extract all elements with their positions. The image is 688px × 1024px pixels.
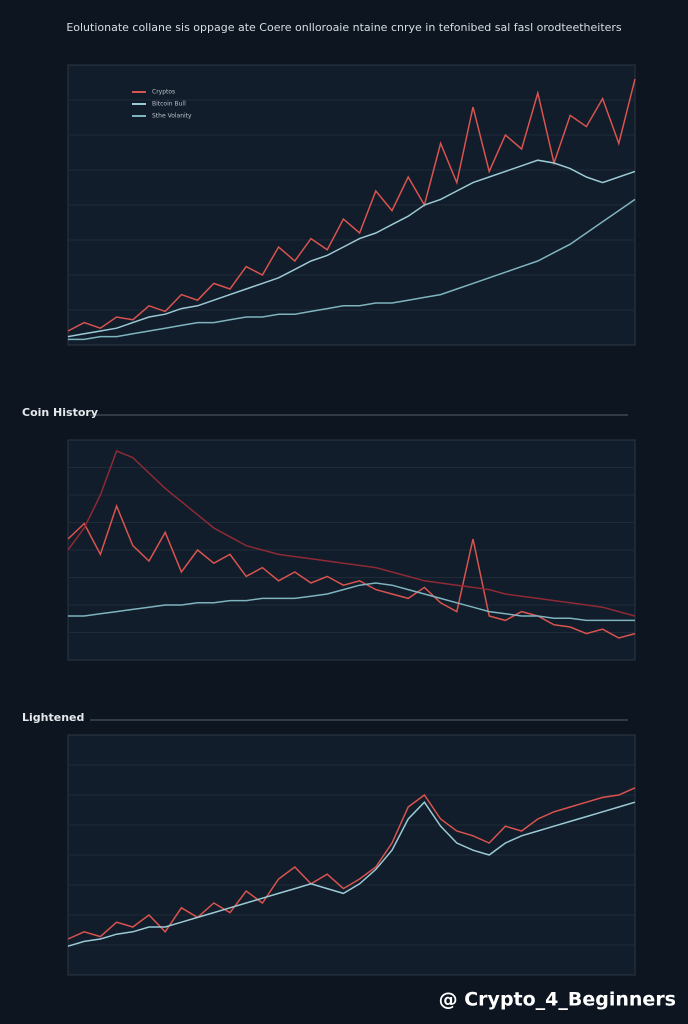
section: Lightened [22,711,84,724]
series-line [68,582,635,622]
legend-label: Bitcoin Bull [152,101,186,108]
title: Eolutionate collane sis oppage ate Coere… [66,21,622,34]
series-line [67,450,636,617]
legend-label: Cryptos [152,89,175,96]
series-line [68,198,636,341]
series-line [67,787,636,940]
section: Coin History [22,406,98,419]
series-line [67,78,636,332]
legend-label: Sthe Volanity [152,113,192,120]
series-line [67,801,636,947]
series-line [67,159,636,338]
watermark: @ Crypto_4_Beginners [439,989,676,1011]
series-line [67,503,636,639]
